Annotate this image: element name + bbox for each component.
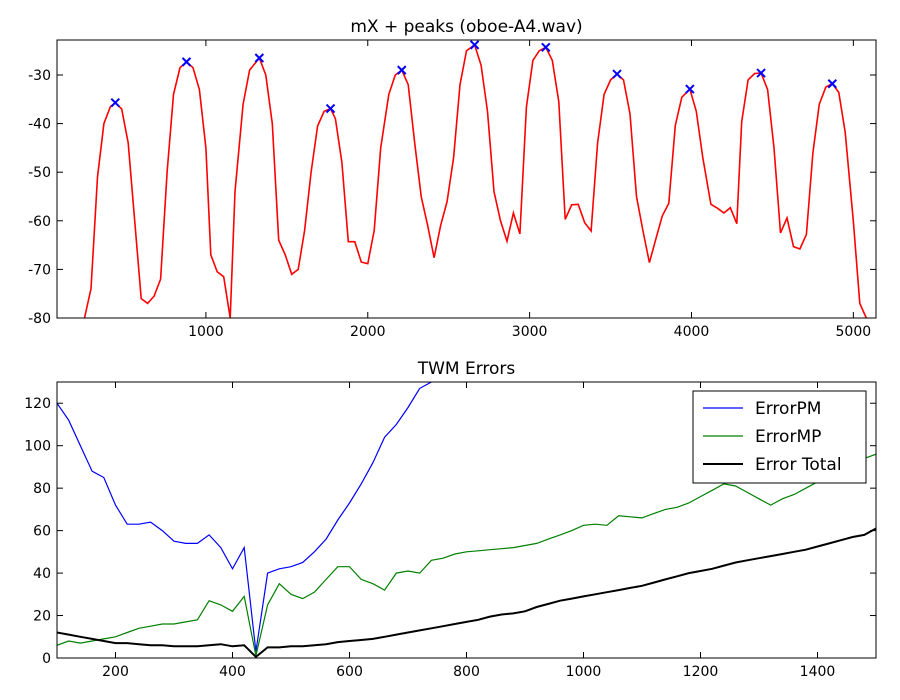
- peak-marker: [685, 84, 695, 94]
- peak-marker: [181, 57, 192, 67]
- peak-marker: [254, 53, 265, 63]
- y-tick-label: 0: [42, 651, 51, 667]
- y-tick-label: -60: [28, 214, 51, 230]
- x-tick-label: 4000: [674, 324, 710, 340]
- y-tick-label: 40: [33, 566, 51, 582]
- axes-frame: [56, 381, 877, 659]
- spectrum-line: [83, 43, 868, 318]
- peak-marker: [541, 42, 551, 52]
- axes-frame: [56, 39, 877, 319]
- x-tick-label: 5000: [836, 324, 872, 340]
- y-tick-label: 20: [33, 609, 51, 625]
- x-tick-label: 1200: [683, 664, 719, 680]
- legend-label: ErrorPM: [755, 399, 821, 419]
- y-tick-label: -70: [28, 262, 51, 278]
- y-tick-label: -80: [28, 311, 51, 327]
- legend-box: [692, 390, 867, 484]
- plot-area: [57, 382, 876, 658]
- series-line: [57, 527, 876, 658]
- series-line: [57, 453, 876, 657]
- y-tick-label: 100: [24, 439, 51, 455]
- legend-label: ErrorMP: [755, 427, 821, 447]
- peak-marker: [469, 40, 480, 50]
- x-tick-label: 600: [336, 664, 363, 680]
- x-tick-label: 3000: [512, 324, 548, 340]
- y-tick-label: -30: [28, 68, 51, 84]
- x-tick-label: 800: [453, 664, 480, 680]
- legend-label: Error Total: [755, 455, 842, 475]
- x-tick-label: 1400: [800, 664, 836, 680]
- x-tick-label: 1000: [566, 664, 602, 680]
- y-tick-label: 60: [33, 524, 51, 540]
- peak-marker: [612, 69, 622, 79]
- y-tick-label: -50: [28, 165, 51, 181]
- chart-title: mX + peaks (oboe-A4.wav): [350, 17, 582, 37]
- plot-area: [83, 40, 868, 318]
- peak-marker: [110, 97, 120, 108]
- chart-title: TWM Errors: [417, 359, 516, 379]
- peak-marker: [325, 103, 336, 114]
- x-tick-label: 1000: [188, 324, 224, 340]
- peak-marker: [397, 65, 407, 75]
- y-tick-label: 80: [33, 481, 51, 497]
- peak-marker: [756, 68, 766, 78]
- y-tick-label: -40: [28, 117, 51, 133]
- series-line: [57, 382, 432, 652]
- x-tick-label: 200: [102, 664, 129, 680]
- x-tick-label: 400: [219, 664, 246, 680]
- y-tick-label: 120: [24, 396, 51, 412]
- x-tick-label: 2000: [350, 324, 386, 340]
- peak-marker: [827, 79, 838, 89]
